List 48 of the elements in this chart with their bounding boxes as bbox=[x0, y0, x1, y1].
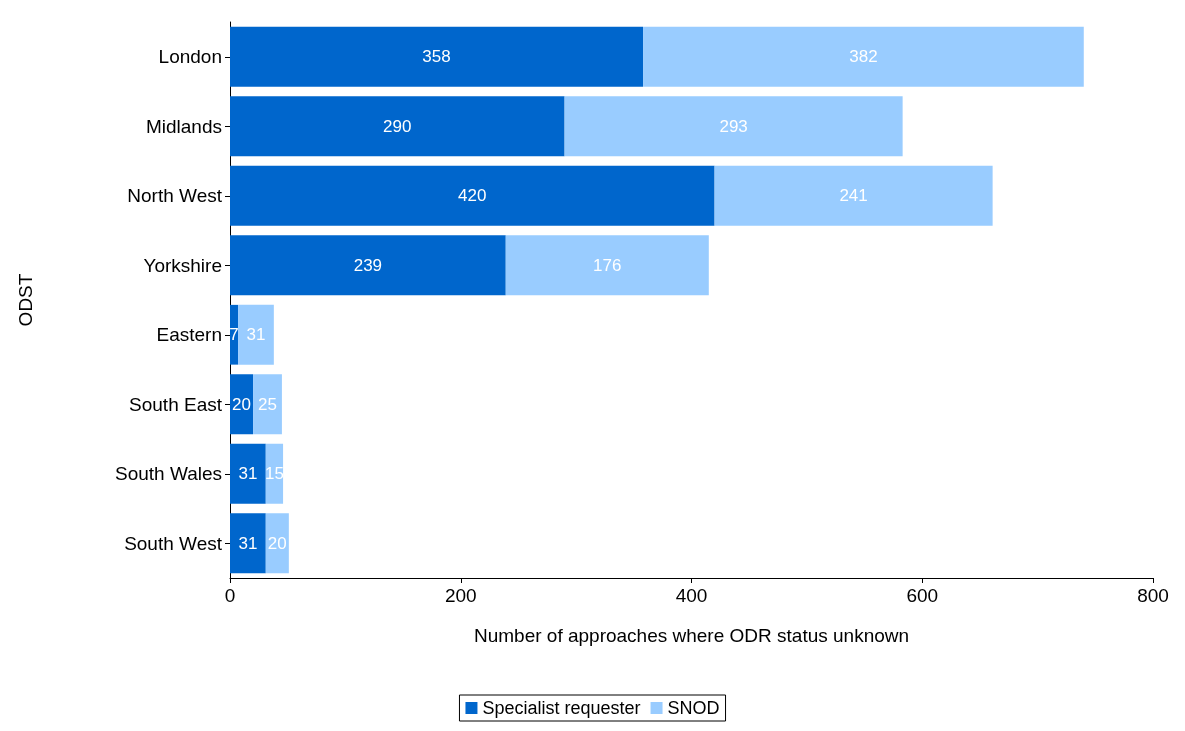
y-tick-label: Eastern bbox=[156, 324, 222, 346]
bar bbox=[230, 374, 254, 435]
data-label: 382 bbox=[849, 47, 878, 67]
data-label: 31 bbox=[238, 464, 258, 484]
legend-label: SNOD bbox=[667, 698, 720, 718]
data-label: 420 bbox=[458, 186, 487, 206]
bar bbox=[230, 165, 715, 226]
data-label: 241 bbox=[839, 186, 868, 206]
bar bbox=[714, 165, 993, 226]
data-label: 31 bbox=[246, 325, 266, 345]
y-tick-label: Yorkshire bbox=[143, 254, 222, 276]
data-label: 20 bbox=[267, 533, 287, 553]
data-label: 176 bbox=[593, 255, 622, 275]
bar bbox=[230, 235, 506, 296]
data-label: 358 bbox=[422, 47, 451, 67]
data-label: 239 bbox=[353, 255, 383, 275]
bar bbox=[230, 26, 644, 87]
bar bbox=[265, 513, 289, 574]
y-tick-label: North West bbox=[127, 185, 223, 207]
data-label: 293 bbox=[719, 116, 748, 136]
bar bbox=[230, 304, 239, 365]
x-tick-label: 600 bbox=[906, 585, 939, 606]
bar bbox=[505, 235, 709, 296]
data-label: 290 bbox=[383, 116, 412, 136]
data-label: 15 bbox=[264, 464, 284, 484]
x-axis-title: Number of approaches where ODR status unknown bbox=[473, 625, 910, 646]
y-tick-label: London bbox=[158, 46, 222, 68]
y-tick-label: South West bbox=[124, 532, 223, 554]
y-tick-label: South Wales bbox=[114, 463, 222, 485]
bar bbox=[230, 443, 266, 504]
x-tick-label: 800 bbox=[1137, 585, 1169, 606]
x-tick-label: 200 bbox=[444, 585, 477, 606]
legend-label: Specialist requester bbox=[482, 698, 641, 718]
bar bbox=[230, 96, 565, 157]
bar bbox=[643, 26, 1084, 87]
data-label: 25 bbox=[258, 394, 277, 414]
x-tick-label: 0 bbox=[224, 585, 236, 606]
data-label: 31 bbox=[238, 533, 258, 553]
y-tick-label: Midlands bbox=[145, 115, 222, 137]
data-label: 7 bbox=[229, 325, 239, 345]
bar bbox=[230, 513, 266, 574]
data-label: 20 bbox=[232, 394, 251, 414]
bar bbox=[564, 96, 903, 157]
bar bbox=[238, 304, 274, 365]
y-axis-title: ODST bbox=[15, 273, 36, 327]
y-tick-label: South East bbox=[129, 393, 223, 415]
bar bbox=[253, 374, 282, 435]
x-tick-label: 400 bbox=[675, 585, 708, 606]
